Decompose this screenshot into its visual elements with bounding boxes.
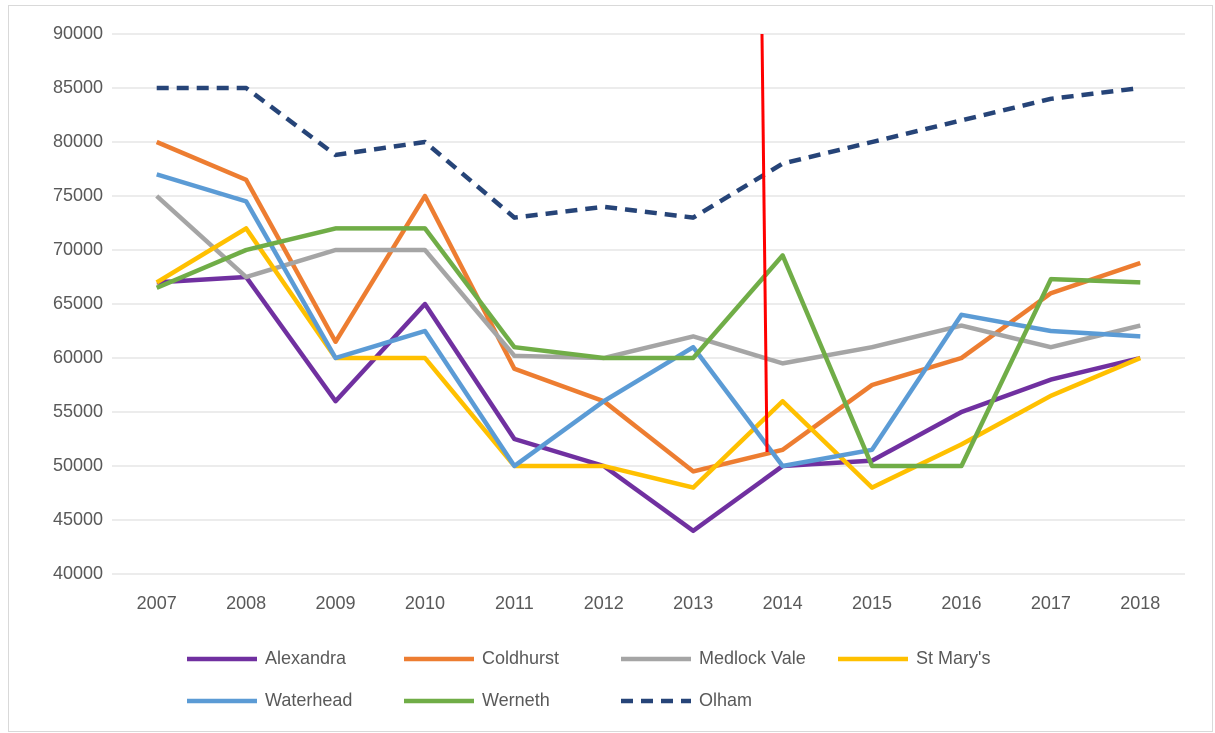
x-tick-label: 2013 — [673, 593, 713, 613]
series-line — [156, 85, 1141, 220]
y-tick-label: 90000 — [53, 23, 103, 43]
legend-label: Alexandra — [265, 648, 347, 668]
y-tick-label: 50000 — [53, 455, 103, 475]
x-tick-label: 2011 — [495, 593, 534, 613]
y-tick-label: 75000 — [53, 185, 103, 205]
y-tick-label: 65000 — [53, 293, 103, 313]
annotation-line — [760, 33, 769, 453]
series-line — [156, 172, 1141, 469]
x-tick-label: 2018 — [1120, 593, 1160, 613]
y-tick-label: 40000 — [53, 563, 103, 583]
x-tick-label: 2009 — [316, 593, 356, 613]
legend-label: Olham — [699, 690, 752, 710]
legend-label: Coldhurst — [482, 648, 559, 668]
x-tick-label: 2008 — [226, 593, 266, 613]
y-tick-label: 70000 — [53, 239, 103, 259]
x-tick-label: 2012 — [584, 593, 624, 613]
y-tick-label: 45000 — [53, 509, 103, 529]
legend-label: Medlock Vale — [699, 648, 806, 668]
x-tick-label: 2015 — [852, 593, 892, 613]
legend-label: Werneth — [482, 690, 550, 710]
series-line — [155, 226, 1141, 469]
y-tick-label: 80000 — [53, 131, 103, 151]
plot-area: 40000 45000 50000 55000 60000 65000 70000 75000… — [53, 23, 1185, 613]
x-tick-label: 2014 — [763, 593, 803, 613]
legend-label: Waterhead — [265, 690, 352, 710]
legend-label: St Mary's — [916, 648, 990, 668]
x-tick-label: 2010 — [405, 593, 445, 613]
y-tick-label: 55000 — [53, 401, 103, 421]
x-tick-label: 2017 — [1031, 593, 1071, 613]
x-tick-label: 2016 — [941, 593, 981, 613]
series-line — [155, 139, 1142, 474]
chart-border — [8, 5, 1213, 732]
series-line — [155, 194, 1141, 366]
x-tick-label: 2007 — [137, 593, 177, 613]
series-line — [156, 274, 1141, 534]
y-tick-label: 85000 — [53, 77, 103, 97]
y-tick-label: 60000 — [53, 347, 103, 367]
